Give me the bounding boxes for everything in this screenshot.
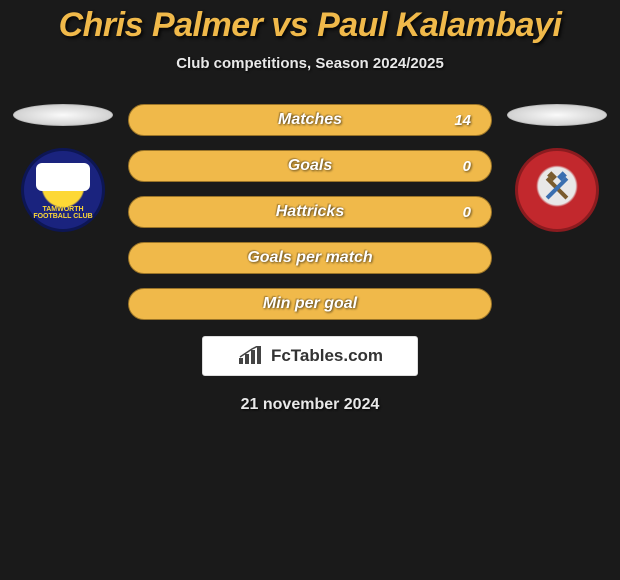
watermark-text: FcTables.com <box>271 346 383 366</box>
comparison-card: Chris Palmer vs Paul Kalambayi Club comp… <box>0 0 620 414</box>
page-title: Chris Palmer vs Paul Kalambayi <box>59 6 562 45</box>
comparison-body: TAMWORTH FOOTBALL CLUB Matches 14 Goals … <box>0 104 620 320</box>
stat-row-goals: Goals 0 <box>128 150 492 182</box>
player-silhouette-left <box>13 104 113 126</box>
subtitle: Club competitions, Season 2024/2025 <box>176 55 444 72</box>
club-badge-left-label: TAMWORTH FOOTBALL CLUB <box>24 206 102 221</box>
stat-label: Goals <box>129 157 491 175</box>
stats-list: Matches 14 Goals 0 Hattricks 0 Goals per… <box>118 104 502 320</box>
stat-row-hattricks: Hattricks 0 <box>128 196 492 228</box>
stat-right-value: 14 <box>451 112 471 129</box>
club-badge-right <box>515 148 599 232</box>
right-player-column <box>502 104 612 232</box>
snapshot-date: 21 november 2024 <box>241 396 380 414</box>
stat-label: Matches <box>129 111 491 129</box>
stat-label: Hattricks <box>129 203 491 221</box>
stat-label: Goals per match <box>129 249 491 267</box>
stat-label: Min per goal <box>129 295 491 313</box>
watermark: FcTables.com <box>202 336 418 376</box>
stat-right-value: 0 <box>451 204 471 221</box>
chart-icon <box>237 346 265 366</box>
left-player-column: TAMWORTH FOOTBALL CLUB <box>8 104 118 232</box>
stat-row-min-per-goal: Min per goal <box>128 288 492 320</box>
player-silhouette-right <box>507 104 607 126</box>
stat-row-goals-per-match: Goals per match <box>128 242 492 274</box>
stat-row-matches: Matches 14 <box>128 104 492 136</box>
hammers-icon <box>539 170 575 206</box>
club-badge-left: TAMWORTH FOOTBALL CLUB <box>21 148 105 232</box>
stat-right-value: 0 <box>451 158 471 175</box>
